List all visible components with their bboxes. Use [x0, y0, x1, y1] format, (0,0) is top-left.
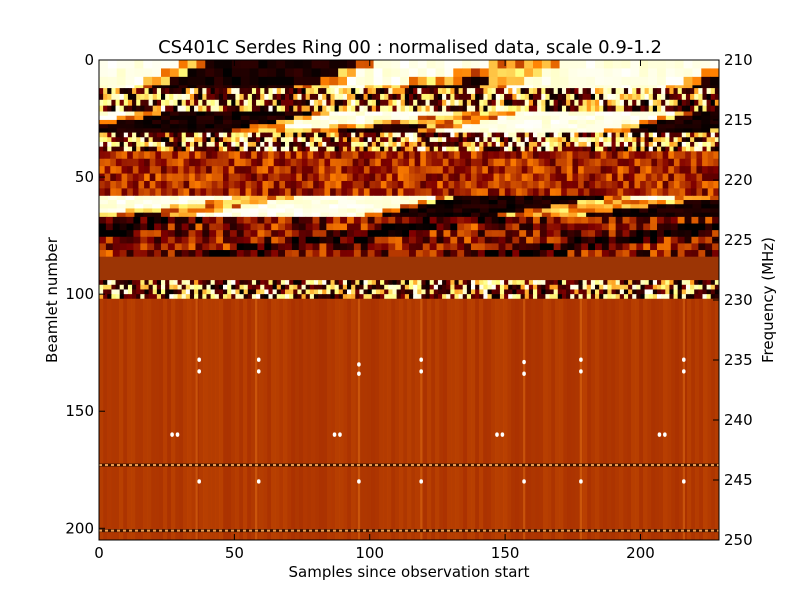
hot-point-12	[682, 357, 686, 362]
y-left-tick-label-0: 0	[84, 51, 94, 69]
hot-point-11	[579, 369, 583, 374]
band-9-quiet_with_spikes	[99, 298, 719, 540]
y-right-tick-label-6: 240	[724, 411, 753, 429]
hot-point-18	[495, 432, 499, 437]
hot-point-13	[682, 369, 686, 374]
feature-layer	[99, 298, 719, 540]
hot-point-17	[338, 432, 342, 437]
hot-point-8	[522, 359, 526, 365]
y-left-tick-label-4: 200	[65, 519, 94, 537]
dotted-row-1	[99, 529, 719, 533]
y-axis-right-label: Frequency (MHz)	[759, 237, 777, 363]
x-axis: 0 50 100 150 200	[94, 60, 655, 562]
hot-point-0	[197, 357, 201, 362]
plot-area	[99, 60, 719, 540]
x-tick-label-0: 0	[94, 544, 104, 562]
band-5-blobs_high_contrast	[99, 195, 719, 218]
x-axis-label: Samples since observation start	[289, 563, 530, 581]
dotted-row-0	[99, 463, 719, 467]
x-tick-label-1: 50	[225, 544, 244, 562]
band-1-striped_noise	[99, 88, 719, 113]
hot-point-10	[579, 357, 583, 362]
band-8-striped_noise	[99, 280, 719, 300]
y-right-tick-label-5: 235	[724, 351, 753, 369]
y-right-tick-label-8: 250	[724, 531, 753, 549]
band-3-striped_noise	[99, 132, 719, 152]
band-2-blobs_high_contrast	[99, 111, 719, 134]
y-left-tick-label-1: 50	[75, 168, 94, 186]
y-axis-right: 210 215 220 225 230 235 240 245 250	[713, 51, 753, 549]
vertical-feature-3	[420, 298, 423, 540]
band-7-smooth	[99, 256, 719, 281]
hot-point-14	[170, 432, 174, 437]
y-axis-left: 0 50 100 150 200	[65, 51, 105, 537]
hot-point-5	[357, 371, 361, 376]
vertical-feature-4	[523, 298, 526, 540]
band-layer	[99, 60, 719, 540]
hot-point-19	[500, 432, 505, 437]
hot-point-20	[657, 432, 662, 437]
x-tick-label-3: 150	[491, 544, 520, 562]
hot-point-24	[357, 479, 361, 484]
y-right-tick-label-2: 220	[724, 171, 753, 189]
y-right-tick-label-3: 225	[724, 231, 753, 249]
hot-point-15	[175, 432, 180, 437]
hot-point-7	[419, 369, 423, 374]
hot-point-21	[663, 432, 667, 437]
y-axis-left-label: Beamlet number	[43, 236, 61, 363]
chart-title: CS401C Serdes Ring 00 : normalised data,…	[158, 37, 662, 58]
hot-point-22	[197, 479, 201, 484]
vertical-feature-5	[579, 298, 583, 540]
y-right-tick-label-4: 230	[724, 291, 753, 309]
point-layer	[170, 357, 686, 484]
hot-point-16	[332, 432, 337, 437]
hot-point-23	[256, 479, 261, 484]
band-6-textured_medium_dark	[99, 216, 719, 258]
y-left-tick-label-3: 150	[65, 402, 94, 420]
vertical-feature-1	[255, 298, 258, 540]
x-tick-label-2: 100	[355, 544, 384, 562]
vertical-feature-0	[195, 298, 198, 540]
vertical-feature-2	[357, 298, 361, 540]
hot-point-9	[522, 371, 526, 376]
hot-point-3	[256, 369, 261, 374]
y-right-tick-label-1: 215	[724, 111, 753, 129]
vertical-feature-6	[682, 298, 686, 540]
y-right-tick-label-0: 210	[724, 51, 753, 69]
hot-point-2	[256, 357, 261, 362]
hot-point-25	[419, 479, 423, 484]
hot-point-1	[197, 369, 201, 374]
hot-point-4	[357, 362, 361, 367]
band-4-textured_medium	[99, 151, 719, 197]
hot-point-6	[419, 357, 423, 362]
y-right-tick-label-7: 245	[724, 471, 753, 489]
y-left-tick-label-2: 100	[65, 285, 94, 303]
hot-point-28	[682, 479, 686, 484]
hot-point-26	[522, 479, 526, 484]
x-tick-label-4: 200	[626, 544, 655, 562]
hot-point-27	[579, 479, 583, 484]
